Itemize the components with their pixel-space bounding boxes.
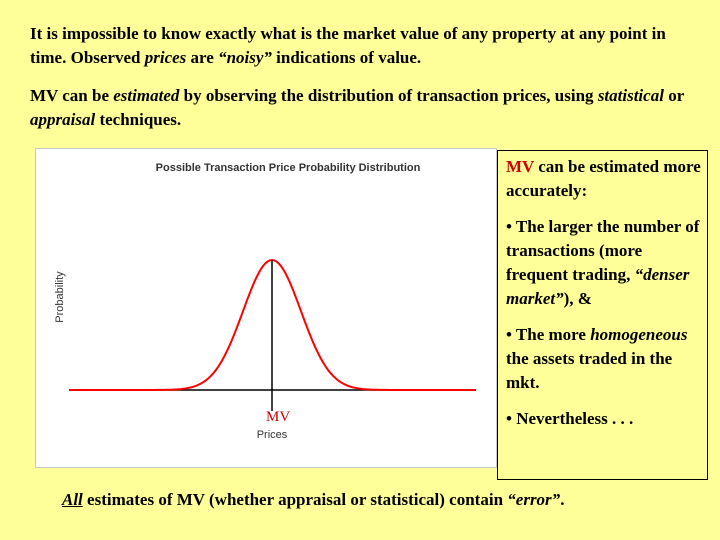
accuracy-notes-box: MV can be estimated more accurately: • T… [497, 150, 708, 480]
intro-text-2: are [186, 48, 219, 67]
bullet2-text-2: the assets traded in the mkt. [506, 349, 673, 392]
error-emphasis: “error” [507, 490, 561, 509]
intro-text-3: indications of value. [271, 48, 422, 67]
chart-svg: Possible Transaction Price Probability D… [54, 162, 476, 441]
estimated-emphasis: estimated [113, 86, 180, 105]
appraisal-emphasis: appraisal [30, 110, 96, 129]
prices-emphasis: prices [144, 48, 187, 67]
bullet-homogeneous: • The more homogeneous the assets traded… [506, 323, 701, 395]
mv-label: MV [506, 157, 535, 176]
denser-market-emphasis: “denser market” [506, 265, 690, 308]
homogeneous-emphasis: homogeneous [590, 325, 688, 344]
intro-paragraph: It is impossible to know exactly what is… [30, 22, 700, 70]
bullet1-text-1: • The larger the number of transactions … [506, 217, 700, 284]
bullet2-text-1: • The more [506, 325, 591, 344]
all-emphasis: All [62, 490, 83, 509]
estimation-text-2: by observing the distribution of transac… [179, 86, 598, 105]
estimation-paragraph: MV can be estimated by observing the dis… [30, 84, 700, 132]
estimation-text-1: MV can be [30, 86, 114, 105]
footer-text-2: . [560, 490, 565, 509]
footer-statement: All estimates of MV (whether appraisal o… [62, 490, 564, 510]
statistical-emphasis: statistical [597, 86, 664, 105]
footer-text-1: estimates of MV (whether appraisal or st… [82, 490, 508, 509]
x-axis-label: Prices [257, 429, 288, 441]
probability-chart: Possible Transaction Price Probability D… [35, 148, 497, 468]
chart-title: Possible Transaction Price Probability D… [156, 162, 421, 174]
estimation-text-4: techniques. [95, 110, 182, 129]
bullet-transactions: • The larger the number of transactions … [506, 215, 701, 311]
bullet-nevertheless: • Nevertheless . . . [506, 409, 634, 428]
accuracy-intro: MV can be estimated more accurately: [506, 155, 701, 203]
mv-annotation: MV [266, 409, 290, 425]
estimation-text-3: or [663, 86, 684, 105]
intro-text-1: It is impossible to know exactly what is… [30, 24, 666, 67]
accuracy-intro-text: can be estimated more accurately: [506, 157, 701, 200]
noisy-emphasis: “noisy” [218, 48, 272, 67]
y-axis-label: Probability [54, 271, 66, 323]
bullet1-text-2: ), & [563, 289, 592, 308]
